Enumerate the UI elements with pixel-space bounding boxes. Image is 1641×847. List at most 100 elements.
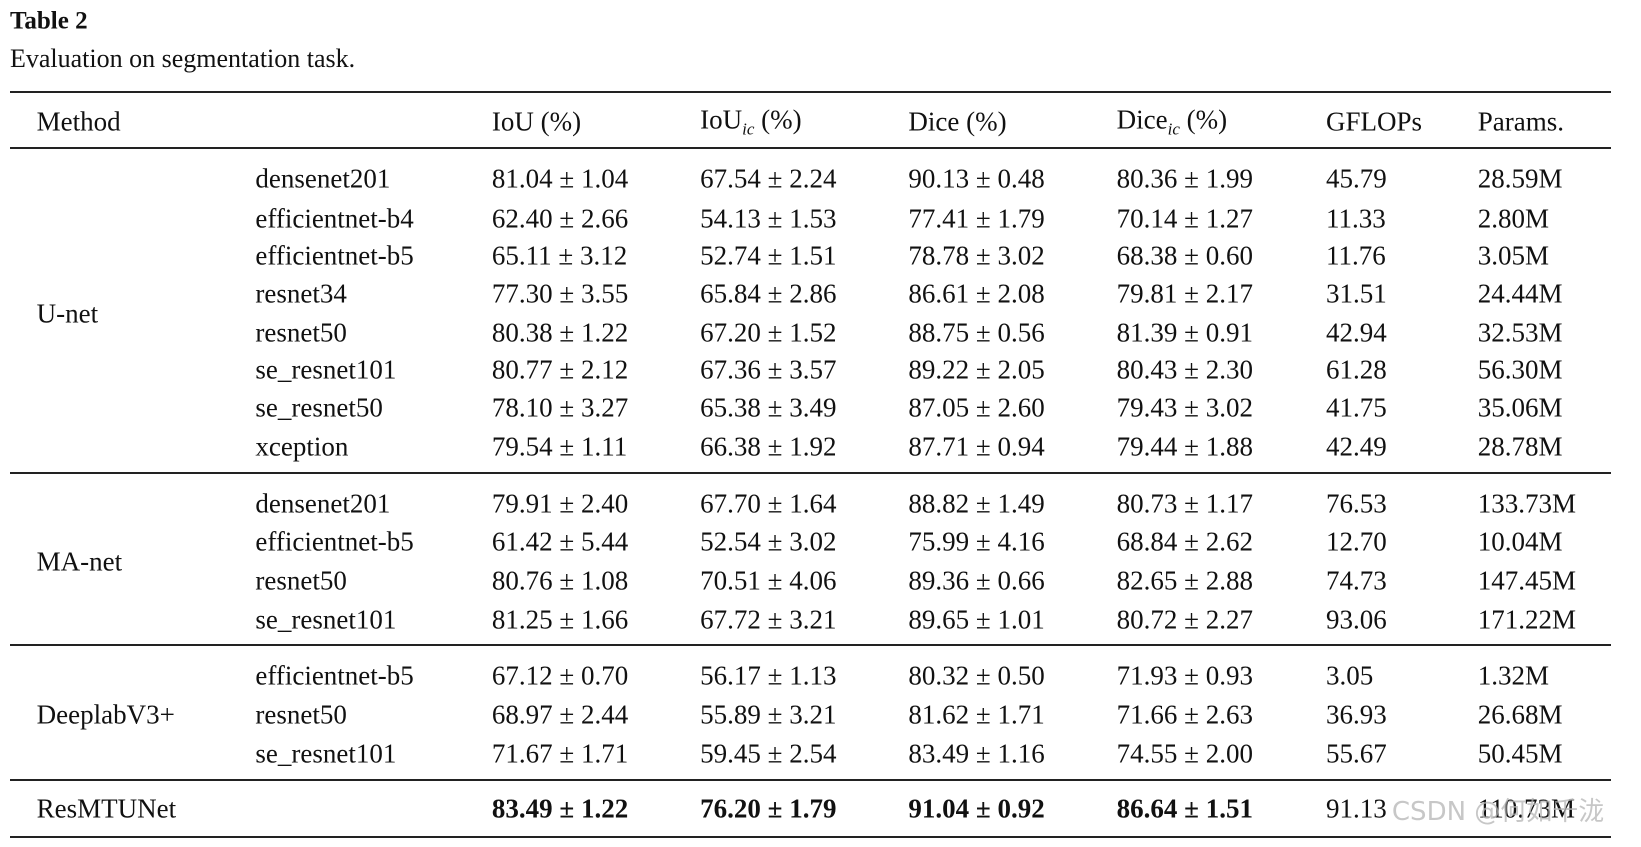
cell: 3.05 — [1325, 660, 1374, 691]
header-subscript: ic — [742, 119, 755, 139]
cell: 65.84 ± 2.86 — [700, 278, 837, 309]
backbone-name: densenet201 — [255, 163, 391, 194]
cell: 61.42 ± 5.44 — [491, 526, 629, 557]
cell: 80.72 ± 2.27 — [1116, 604, 1253, 635]
cell: 86.61 ± 2.08 — [908, 278, 1045, 309]
cell: 1.32M — [1477, 660, 1549, 691]
method-name: DeeplabV3+ — [36, 699, 175, 730]
watermark: CSDN @何如千泷 — [1391, 797, 1605, 828]
cell: 80.73 ± 1.17 — [1116, 488, 1253, 519]
backbone-name: se_resnet101 — [255, 604, 397, 635]
cell: 10.04M — [1477, 526, 1563, 557]
cell: 36.93 — [1325, 699, 1387, 730]
cell: 26.68M — [1477, 699, 1563, 730]
cell: 70.14 ± 1.27 — [1116, 203, 1253, 234]
cell: 71.93 ± 0.93 — [1116, 660, 1253, 691]
cell: 45.79 — [1325, 163, 1387, 194]
cell: 70.51 ± 4.06 — [700, 565, 837, 596]
backbone-name: efficientnet-b5 — [255, 526, 414, 557]
backbone-name: resnet34 — [255, 278, 347, 309]
cell: 133.73M — [1477, 488, 1576, 519]
cell: 76.53 — [1325, 488, 1387, 519]
header-suffix: (%) — [1179, 104, 1228, 135]
cell: 88.82 ± 1.49 — [908, 488, 1045, 519]
column-header: Params. — [1478, 108, 1564, 136]
cell: 74.55 ± 2.00 — [1116, 738, 1253, 769]
rule — [10, 779, 1611, 781]
cell: 80.43 ± 2.30 — [1116, 354, 1253, 385]
backbone-name: efficientnet-b4 — [255, 203, 414, 234]
method-name: U-net — [36, 298, 99, 329]
header-text: Dice — [1116, 104, 1168, 135]
rule — [10, 836, 1611, 838]
cell: 81.25 ± 1.66 — [491, 604, 629, 635]
cell: 67.70 ± 1.64 — [700, 488, 837, 519]
backbone-name: resnet50 — [255, 699, 347, 730]
cell: 171.22M — [1477, 604, 1576, 635]
cell: 83.49 ± 1.16 — [908, 738, 1045, 769]
cell: 90.13 ± 0.48 — [908, 163, 1045, 194]
cell: 66.38 ± 1.92 — [700, 431, 837, 462]
cell: 81.62 ± 1.71 — [908, 699, 1045, 730]
cell: 78.78 ± 3.02 — [908, 240, 1045, 271]
column-header: GFLOPs — [1326, 108, 1422, 136]
cell: 77.30 ± 3.55 — [491, 278, 629, 309]
backbone-name: se_resnet101 — [255, 738, 397, 769]
cell: 3.05M — [1477, 240, 1549, 271]
cell: 83.49 ± 1.22 — [491, 793, 629, 824]
cell: 52.74 ± 1.51 — [700, 240, 837, 271]
backbone-name: se_resnet101 — [255, 354, 397, 385]
rule — [10, 644, 1611, 646]
cell: 2.80M — [1477, 203, 1549, 234]
cell: 110.73M — [1477, 793, 1575, 824]
cell: 24.44M — [1477, 278, 1563, 309]
header-text: IoU — [700, 104, 743, 135]
cell: 32.53M — [1477, 317, 1563, 348]
cell: 65.38 ± 3.49 — [700, 392, 837, 423]
cell: 71.66 ± 2.63 — [1116, 699, 1253, 730]
cell: 86.64 ± 1.51 — [1116, 793, 1253, 824]
cell: 35.06M — [1477, 392, 1563, 423]
cell: 67.54 ± 2.24 — [700, 163, 837, 194]
backbone-name: efficientnet-b5 — [255, 660, 414, 691]
rule — [10, 147, 1611, 149]
cell: 67.72 ± 3.21 — [700, 604, 837, 635]
header-text: Method — [36, 106, 121, 137]
cell: 41.75 — [1325, 392, 1387, 423]
cell: 74.73 — [1325, 565, 1387, 596]
cell: 80.77 ± 2.12 — [491, 354, 629, 385]
cell: 80.32 ± 0.50 — [908, 660, 1045, 691]
column-header: IoU (%) — [492, 108, 581, 136]
header-text: Dice (%) — [908, 106, 1007, 137]
rule — [10, 472, 1611, 474]
cell: 79.81 ± 2.17 — [1116, 278, 1253, 309]
cell: 52.54 ± 3.02 — [700, 526, 837, 557]
cell: 55.89 ± 3.21 — [700, 699, 837, 730]
cell: 79.44 ± 1.88 — [1116, 431, 1253, 462]
cell: 65.11 ± 3.12 — [491, 240, 628, 271]
cell: 28.59M — [1477, 163, 1563, 194]
cell: 82.65 ± 2.88 — [1116, 565, 1253, 596]
backbone-name: xception — [255, 431, 349, 462]
header-subscript: ic — [1167, 119, 1180, 139]
backbone-name: efficientnet-b5 — [255, 240, 414, 271]
table-subtitle: Evaluation on segmentation task. — [10, 44, 356, 73]
cell: 67.36 ± 3.57 — [700, 354, 837, 385]
cell: 61.28 — [1325, 354, 1387, 385]
cell: 91.04 ± 0.92 — [908, 793, 1045, 824]
cell: 68.38 ± 0.60 — [1116, 240, 1253, 271]
cell: 71.67 ± 1.71 — [491, 738, 629, 769]
cell: 50.45M — [1477, 738, 1563, 769]
cell: 28.78M — [1477, 431, 1563, 462]
cell: 68.84 ± 2.62 — [1116, 526, 1253, 557]
cell: 76.20 ± 1.79 — [700, 793, 837, 824]
cell: 79.91 ± 2.40 — [491, 488, 629, 519]
cell: 79.43 ± 3.02 — [1116, 392, 1253, 423]
table-title: Table 2 — [10, 7, 88, 35]
cell: 68.97 ± 2.44 — [491, 699, 629, 730]
backbone-name: resnet50 — [255, 317, 347, 348]
cell: 88.75 ± 0.56 — [908, 317, 1045, 348]
cell: 42.49 — [1325, 431, 1387, 462]
cell: 56.30M — [1477, 354, 1563, 385]
backbone-name: resnet50 — [255, 565, 347, 596]
